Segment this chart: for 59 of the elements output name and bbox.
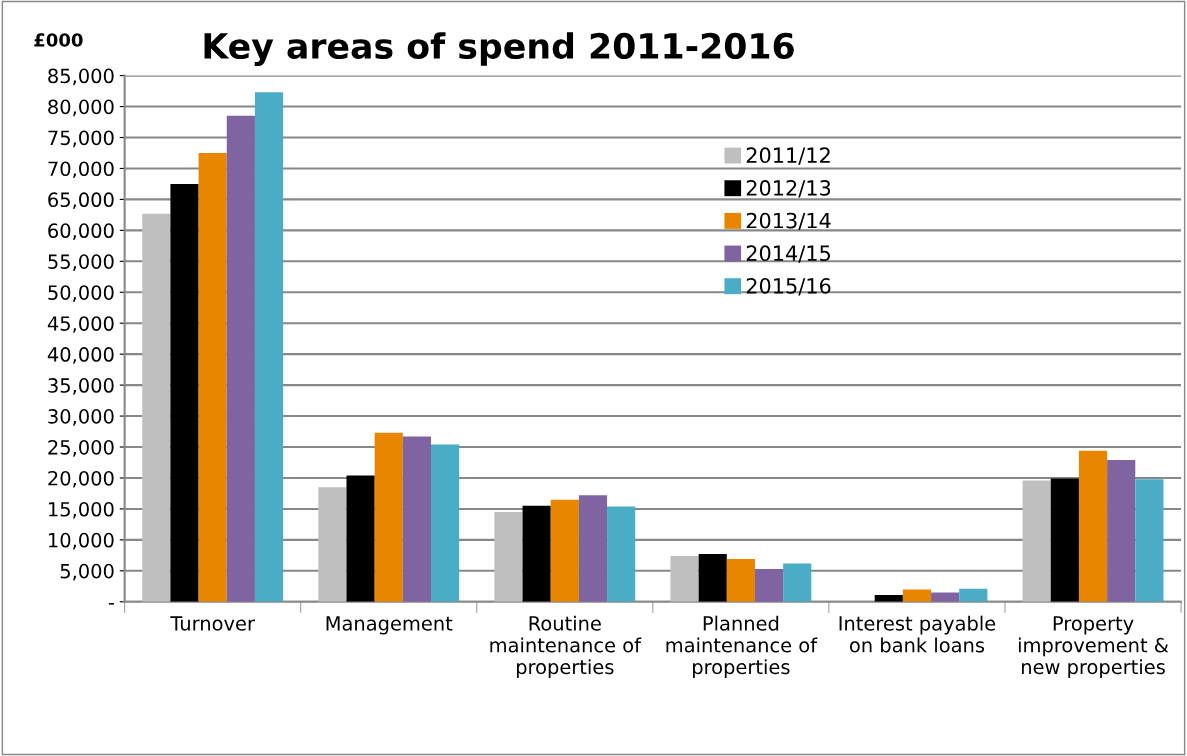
bar [522, 505, 551, 602]
bar [550, 499, 579, 602]
bar [346, 475, 375, 602]
bar [931, 592, 960, 602]
y-tick-label: 15,000 [49, 501, 114, 519]
y-tick-label: 55,000 [48, 254, 114, 271]
x-tick-label: Turnover [170, 616, 255, 631]
bar [754, 568, 784, 602]
x-tick-label: Management [326, 616, 453, 635]
bar [578, 495, 608, 602]
x-tick-label: Planned maintenance of properties [666, 615, 818, 679]
bar [170, 183, 199, 602]
y-tick-label: 80,000 [48, 99, 114, 117]
y-tick-label: 5,000 [60, 563, 114, 581]
bar [1022, 480, 1051, 602]
y-tick-label: 60,000 [48, 223, 114, 241]
bar [402, 436, 431, 602]
bar [254, 92, 284, 602]
y-tick-label: 40,000 [47, 347, 114, 364]
legend-label: 2011/12 [746, 147, 830, 165]
bar [142, 213, 171, 602]
bar [198, 152, 227, 602]
bar [1107, 460, 1136, 602]
bar [494, 512, 523, 602]
y-tick-label: 30,000 [48, 409, 114, 426]
y-tick-label: 65,000 [48, 192, 114, 210]
y-tick-label: 50,000 [48, 285, 114, 302]
bar [226, 115, 255, 602]
bar [783, 563, 812, 602]
legend-label: 2015/16 [746, 277, 831, 296]
bar [902, 589, 932, 602]
y-tick-label: 35,000 [48, 378, 114, 395]
legend-label: 2014/15 [746, 245, 830, 263]
x-tick-label: Routine maintenance of properties [490, 615, 642, 679]
y-tick-label: 85,000 [48, 68, 114, 86]
y-tick-label: 75,000 [48, 130, 114, 148]
y-tick-label: - [108, 603, 114, 605]
bar [374, 432, 403, 602]
bar [726, 559, 755, 602]
x-tick-label: Property improvement & new properties [1018, 616, 1169, 679]
y-tick-label: 20,000 [48, 470, 114, 488]
y-tick-label: 10,000 [49, 532, 114, 550]
bar [959, 588, 988, 602]
y-tick-label: 70,000 [48, 161, 114, 179]
chart-title: Key areas of spend 2011-2016 [204, 32, 794, 67]
bar [1050, 478, 1079, 602]
x-tick-label: Interest payable on bank loans [839, 615, 996, 653]
bar [1078, 450, 1108, 602]
legend-label: 2013/14 [746, 212, 831, 231]
bar [698, 554, 727, 602]
legend-label: 2012/13 [746, 180, 831, 198]
bar [318, 487, 347, 602]
y-tick-label: 25,000 [48, 439, 114, 457]
bar [1135, 479, 1164, 602]
bar [670, 555, 699, 602]
y-axis-title: £000 [34, 33, 83, 47]
bar [607, 506, 636, 602]
y-tick-label: 45,000 [47, 316, 114, 333]
bar [431, 444, 460, 602]
